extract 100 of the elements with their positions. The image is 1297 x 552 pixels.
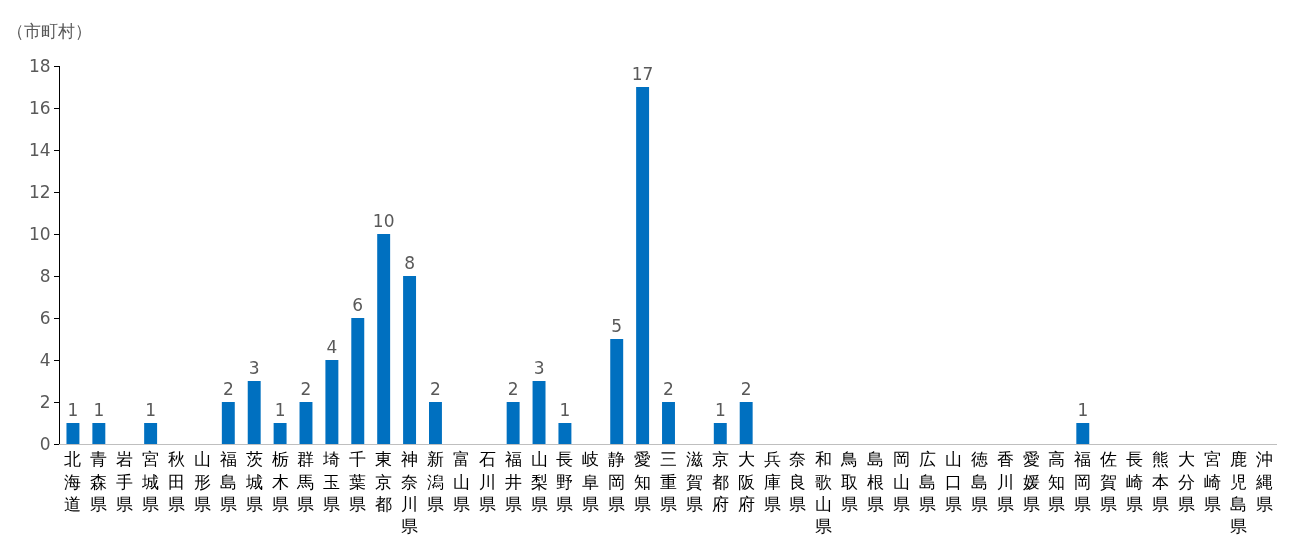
data-label: 2: [740, 379, 752, 399]
x-tick-label: 山口県: [944, 449, 962, 514]
x-tick-label: 秋田県: [168, 449, 186, 514]
y-tick-label: 2: [39, 391, 51, 412]
x-tick-label: 岩手県: [116, 449, 134, 514]
bar: [610, 339, 624, 444]
x-tick-label: 埼玉県: [322, 449, 341, 514]
y-tick-label: 16: [28, 97, 51, 118]
x-tick-label: 京都府: [711, 449, 729, 514]
x-tick-label: 静岡県: [608, 449, 626, 514]
x-tick-label: 鹿児島県: [1229, 449, 1247, 536]
bar: [92, 423, 106, 444]
x-tick-label: 滋賀県: [685, 449, 703, 514]
data-label: 10: [372, 211, 395, 231]
y-tick-label: 8: [39, 265, 51, 286]
bar: [636, 87, 650, 444]
x-tick-label: 栃木県: [271, 449, 289, 514]
x-tick-label: 広島県: [918, 449, 936, 514]
x-tick-label: 熊本県: [1151, 449, 1169, 514]
data-label: 1: [559, 400, 571, 420]
x-tick-label: 岡山県: [893, 449, 911, 514]
data-label: 2: [430, 379, 441, 399]
bar: [558, 423, 572, 444]
data-label: 8: [404, 253, 415, 273]
x-tick-label: 和歌山県: [815, 449, 833, 536]
data-label: 4: [326, 337, 338, 357]
bar: [351, 318, 365, 444]
x-tick-label: 徳島県: [970, 449, 988, 514]
x-tick-label: 長崎県: [1126, 449, 1144, 514]
x-tick-label: 福岡県: [1074, 449, 1092, 514]
x-tick-label: 愛知県: [634, 449, 652, 514]
data-label: 3: [533, 358, 545, 378]
data-label: 5: [611, 316, 623, 336]
x-tick-label: 鳥取県: [840, 449, 859, 514]
bar: [713, 423, 727, 444]
bar: [299, 402, 313, 444]
data-label: 1: [274, 400, 286, 420]
bar: [221, 402, 235, 444]
x-tick-label: 宮城県: [141, 449, 160, 514]
bar: [66, 423, 80, 444]
x-tick-label: 神奈川県: [401, 449, 419, 536]
x-tick-label: 群馬県: [296, 449, 315, 514]
x-tick-label: 兵庫県: [763, 449, 781, 514]
bar: [428, 402, 442, 444]
x-tick-label: 青森県: [90, 449, 108, 514]
data-label: 1: [93, 400, 105, 420]
y-tick-label: 12: [28, 181, 51, 202]
x-tick-label: 奈良県: [789, 449, 807, 514]
data-label: 17: [631, 64, 654, 84]
x-tick-label: 新潟県: [426, 449, 444, 514]
x-tick-label: 大阪府: [737, 449, 755, 514]
data-label: 2: [222, 379, 234, 399]
x-tick-label: 東京都: [375, 449, 393, 514]
x-tick-label: 佐賀県: [1100, 449, 1118, 514]
x-tick-label: 岐阜県: [582, 449, 600, 514]
bar: [1076, 423, 1090, 444]
bar: [532, 381, 546, 444]
data-label: 3: [248, 358, 260, 378]
x-tick-label: 宮崎県: [1203, 449, 1221, 514]
x-tick-label: 北海道: [64, 449, 82, 514]
bar: [273, 423, 287, 444]
data-label: 1: [145, 400, 157, 420]
x-tick-label: 香川県: [996, 449, 1014, 514]
x-tick-label: 長野県: [556, 449, 574, 514]
data-label: 1: [1077, 400, 1089, 420]
x-tick-label: 茨城県: [244, 449, 263, 514]
x-tick-label: 富山県: [452, 449, 470, 514]
x-tick-label: 大分県: [1177, 449, 1195, 514]
x-tick-label: 高知県: [1048, 449, 1066, 514]
x-tick-label: 沖縄県: [1254, 449, 1273, 514]
bar: [377, 234, 391, 444]
data-label: 2: [663, 379, 674, 399]
data-label: 2: [300, 379, 312, 399]
y-tick-label: 4: [39, 349, 51, 370]
x-tick-label: 山梨県: [530, 449, 548, 514]
y-axis-title: （市町村）: [7, 21, 92, 41]
x-tick-label: 千葉県: [349, 449, 367, 514]
data-label: 1: [67, 400, 79, 420]
x-tick-label: 三重県: [660, 449, 677, 514]
x-tick-label: 福島県: [219, 449, 237, 514]
y-tick-label: 6: [39, 307, 51, 328]
bar: [506, 402, 520, 444]
y-tick-label: 10: [28, 223, 51, 244]
bar: [739, 402, 753, 444]
x-tick-label: 石川県: [478, 449, 496, 514]
x-tick-label: 福井県: [504, 449, 522, 514]
y-tick-label: 0: [39, 433, 51, 454]
data-label: 2: [507, 379, 519, 399]
data-label: 1: [714, 400, 726, 420]
x-tick-label: 島根県: [867, 449, 885, 514]
x-tick-label: 山形県: [193, 449, 211, 514]
bar: [403, 276, 417, 444]
y-tick-label: 14: [28, 139, 51, 160]
bar: [144, 423, 158, 444]
bar: [662, 402, 675, 444]
bar: [325, 360, 339, 444]
data-label: 6: [352, 295, 364, 315]
x-tick-label: 愛媛県: [1022, 449, 1040, 514]
y-tick-label: 18: [28, 55, 51, 76]
bar: [247, 381, 261, 444]
